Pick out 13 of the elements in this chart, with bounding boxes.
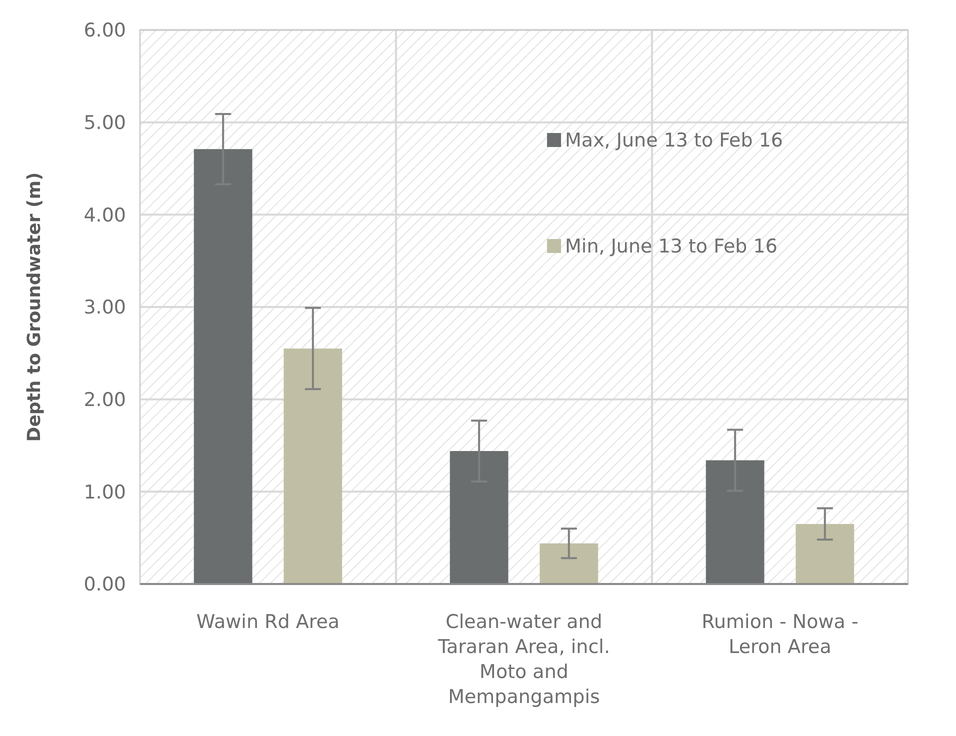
y-tick-label: 3.00: [84, 296, 126, 319]
x-tick-label: Clean-water and Tararan Area, incl. Moto and Mempangampis: [437, 611, 610, 708]
y-tick-label: 5.00: [84, 112, 126, 134]
y-tick-label: 2.00: [84, 388, 126, 411]
x-tick-label: Wawin Rd Area: [196, 611, 340, 633]
x-tick-label: Rumion - Nowa - Leron Area: [702, 611, 858, 658]
legend-label: Min, June 13 to Feb 16: [565, 236, 778, 258]
y-tick-label: 1.00: [84, 481, 126, 504]
y-tick-label: 6.00: [84, 20, 126, 42]
y-axis-title: Depth to Groundwater (m): [24, 172, 45, 442]
legend-label: Max, June 13 to Feb 16: [565, 130, 784, 152]
y-tick-label: 0.00: [84, 574, 126, 596]
y-tick-label: 4.00: [84, 204, 126, 226]
